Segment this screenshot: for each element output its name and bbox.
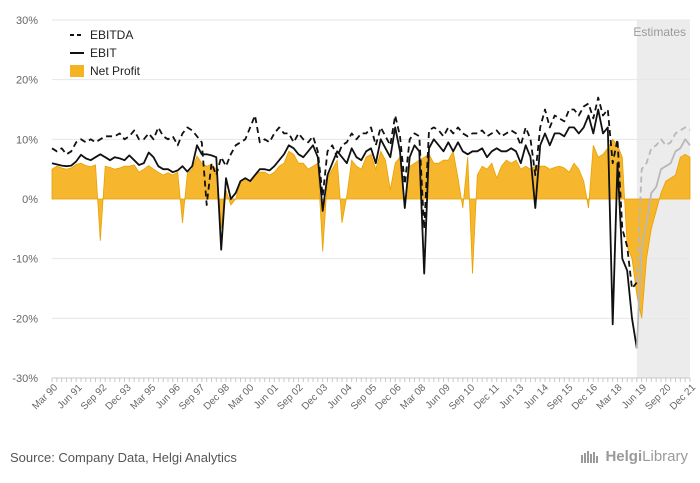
ebit-line (51, 108, 638, 349)
x-tick-label: Sep 92 (79, 382, 109, 412)
y-tick-label: -10% (12, 254, 38, 266)
series-group (51, 96, 691, 349)
logo-text-library: Library (642, 448, 688, 465)
y-tick-label: 10% (16, 134, 38, 146)
net-profit-area (51, 138, 691, 319)
x-tick-label: Sep 20 (643, 382, 673, 412)
source-note: Source: Company Data, Helgi Analytics (10, 450, 237, 465)
x-tick-label: Dec 11 (472, 382, 502, 412)
x-tick-label: Sep 10 (447, 382, 477, 412)
legend-net-profit-label: Net Profit (90, 64, 141, 78)
x-tick-label: Dec 98 (202, 382, 232, 412)
y-tick-label: 30% (16, 15, 38, 27)
x-tick-label: Sep 15 (545, 382, 575, 412)
books-icon (581, 450, 599, 463)
helgi-library-logo[interactable]: Helgi Library (580, 448, 688, 465)
x-tick-label: Mar 08 (398, 382, 428, 412)
x-tick-label: Mar 00 (227, 382, 257, 412)
x-tick-label: Dec 16 (570, 382, 600, 412)
ebit-estimate-line (635, 138, 691, 349)
ebitda-line (51, 96, 638, 290)
x-tick-label: Dec 03 (300, 382, 330, 412)
x-tick-label: Sep 05 (349, 382, 379, 412)
legend-net-profit-swatch (70, 65, 84, 77)
chart: Estimates -30% -20% -10% 0% 10% 20% 30% Mar 90… (12, 15, 698, 413)
y-axis: -30% -20% -10% 0% 10% 20% 30% (12, 15, 38, 385)
x-tick-label: Jun 13 (497, 382, 526, 411)
ebitda-estimate-line (635, 126, 691, 283)
legend-ebitda-label: EBITDA (90, 28, 133, 42)
x-tick-label: Dec 21 (668, 382, 698, 412)
x-tick-label: Mar 95 (128, 382, 158, 412)
x-tick-label: Sep 02 (275, 382, 305, 412)
estimates-label: Estimates (633, 25, 686, 39)
x-tick-label: Dec 93 (104, 382, 134, 412)
legend-ebit-label: EBIT (90, 46, 117, 60)
x-tick-label: Mar 90 (30, 382, 60, 412)
y-tick-label: 0% (22, 194, 38, 206)
x-tick-label: Sep 97 (177, 382, 207, 412)
logo-text-helgi: Helgi (605, 448, 643, 465)
y-tick-label: 20% (16, 75, 38, 87)
x-tick-label: Dec 06 (373, 382, 403, 412)
y-tick-label: -30% (12, 373, 38, 385)
x-tick-label: Mar 18 (595, 382, 625, 412)
y-tick-label: -20% (12, 313, 38, 325)
legend: EBITDA EBIT Net Profit (70, 28, 141, 78)
